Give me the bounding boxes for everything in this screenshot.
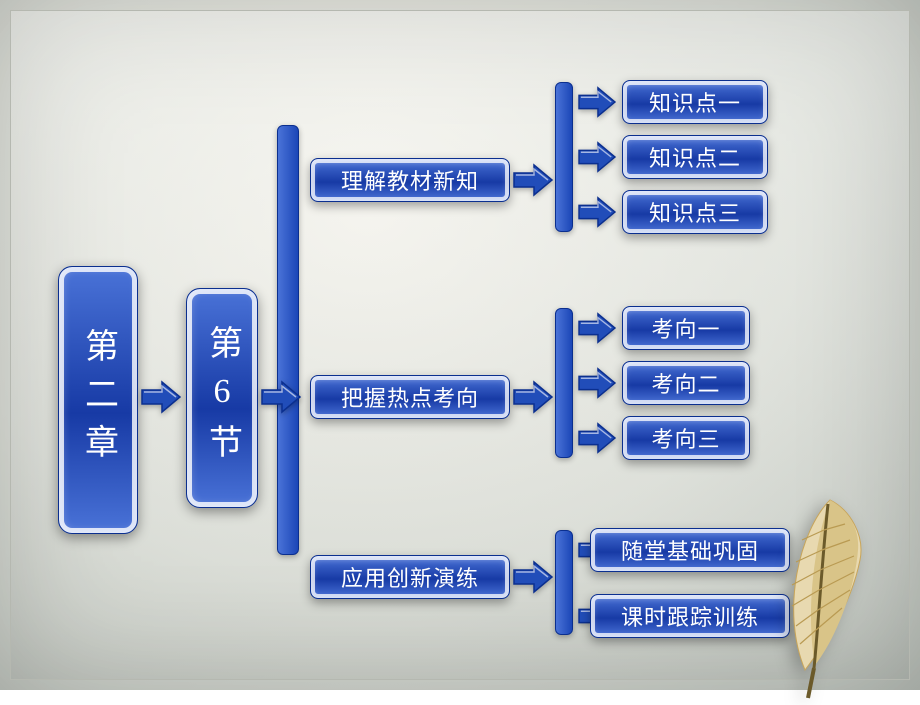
node-l2-4-label: 考向二 [622,361,750,405]
node-section-label: 第6节 [186,288,258,508]
node-l1-2-label: 应用创新演练 [310,555,510,599]
arrow-l2-0 [576,84,618,120]
arrow-l1-1 [512,378,554,416]
node-chapter-label: 第二章 [58,266,138,534]
arrow-l2-5 [576,420,618,456]
arrow-l1-2 [512,558,554,596]
node-l2-2: 知识点三 [622,190,768,234]
node-l2-7: 课时跟踪训练 [590,594,790,638]
node-l2-0: 知识点一 [622,80,768,124]
node-l2-5: 考向三 [622,416,750,460]
node-l2-3-label: 考向一 [622,306,750,350]
node-section: 第6节 [186,288,258,508]
arrow-l2-1 [576,139,618,175]
node-l1-0-label: 理解教材新知 [310,158,510,202]
node-l2-2-label: 知识点三 [622,190,768,234]
node-l2-5-label: 考向三 [622,416,750,460]
bracket-section-3 [555,530,573,635]
arrow-l1-0 [512,161,554,199]
arrow-l2-2 [576,194,618,230]
node-l2-6: 随堂基础巩固 [590,528,790,572]
node-l2-6-label: 随堂基础巩固 [590,528,790,572]
bracket-section-1 [555,82,573,232]
node-l2-7-label: 课时跟踪训练 [590,594,790,638]
node-l2-4: 考向二 [622,361,750,405]
node-l1-2: 应用创新演练 [310,555,510,599]
arrow-l2-3 [576,310,618,346]
node-chapter: 第二章 [58,266,138,534]
node-l2-0-label: 知识点一 [622,80,768,124]
node-l2-3: 考向一 [622,306,750,350]
arrow-section-main [260,378,302,416]
arrow-l2-4 [576,365,618,401]
node-l2-1-label: 知识点二 [622,135,768,179]
node-l2-1: 知识点二 [622,135,768,179]
arrow-chapter-section [140,378,182,416]
node-l1-0: 理解教材新知 [310,158,510,202]
node-l1-1: 把握热点考向 [310,375,510,419]
bracket-section-2 [555,308,573,458]
bracket-main [277,125,299,555]
node-l1-1-label: 把握热点考向 [310,375,510,419]
